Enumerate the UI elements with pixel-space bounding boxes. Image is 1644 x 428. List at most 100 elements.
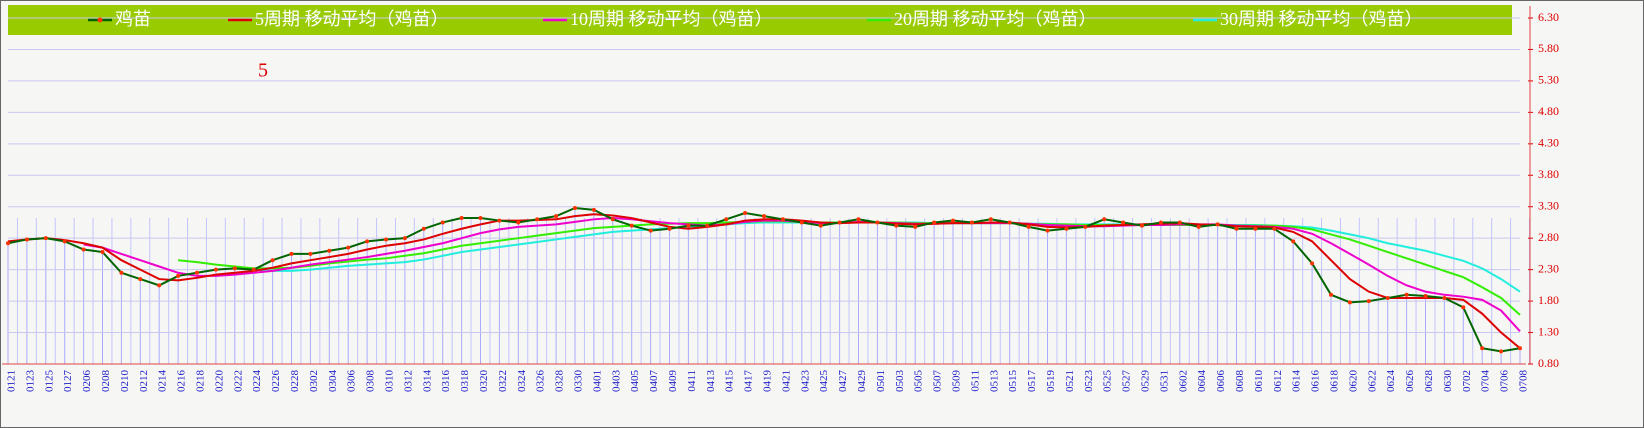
x-tick-label: 0228: [289, 370, 301, 393]
x-tick-label: 0628: [1423, 370, 1435, 393]
x-tick-label: 0618: [1329, 370, 1341, 393]
point: [346, 245, 351, 250]
x-tick-label: 0324: [516, 370, 528, 393]
x-tick-label: 0320: [478, 370, 490, 393]
x-tick-label: 0214: [157, 370, 169, 393]
x-tick-label: 0212: [138, 370, 150, 392]
point: [81, 247, 86, 252]
x-tick-label: 0513: [988, 370, 1000, 393]
x-tick-label: 0403: [610, 370, 622, 393]
y-tick-label: 1.80: [1538, 293, 1559, 307]
point: [440, 220, 445, 225]
point: [1347, 300, 1352, 305]
x-tick-label: 0519: [1045, 370, 1057, 393]
point: [1253, 226, 1258, 231]
point: [780, 217, 785, 222]
point: [100, 250, 105, 255]
x-tick-label: 0123: [24, 370, 36, 393]
x-tick-label: 0127: [62, 370, 74, 393]
x-tick-label: 0314: [421, 370, 433, 393]
x-tick-label: 0503: [894, 370, 906, 393]
point: [743, 211, 748, 216]
legend-band: [8, 5, 1512, 35]
point: [1102, 217, 1107, 222]
point: [554, 214, 559, 219]
point: [686, 223, 691, 228]
x-tick-label: 0312: [402, 370, 414, 392]
x-tick-label: 0604: [1196, 370, 1208, 393]
point: [1026, 224, 1031, 229]
point: [1158, 220, 1163, 225]
point: [799, 220, 804, 225]
x-tick-label: 0326: [535, 370, 547, 393]
y-tick-label: 4.30: [1538, 136, 1559, 150]
point: [402, 236, 407, 241]
x-tick-label: 0606: [1215, 370, 1227, 393]
y-tick-label: 6.30: [1538, 10, 1559, 24]
x-tick-label: 0704: [1480, 370, 1492, 393]
point: [195, 270, 199, 275]
point: [1366, 299, 1371, 304]
x-tick-label: 0624: [1385, 370, 1397, 393]
point: [591, 207, 596, 212]
x-tick-label: 0421: [780, 370, 792, 392]
legend-label: 30周期 移动平均（鸡苗）: [1220, 9, 1423, 29]
x-tick-label: 0423: [799, 370, 811, 393]
x-tick-label: 0206: [81, 370, 93, 393]
point: [1272, 226, 1277, 231]
x-tick-label: 0411: [686, 370, 698, 392]
x-tick-label: 0521: [1064, 370, 1076, 392]
point: [1442, 295, 1447, 300]
x-tick-label: 0308: [365, 370, 377, 393]
point: [327, 248, 332, 253]
legend-label: 10周期 移动平均（鸡苗）: [570, 9, 773, 29]
point: [610, 217, 615, 222]
y-tick-label: 4.80: [1538, 104, 1559, 118]
point: [1461, 305, 1466, 310]
x-tick-label: 0622: [1366, 370, 1378, 392]
point: [1177, 220, 1182, 225]
point: [837, 220, 842, 225]
x-tick-label: 0630: [1442, 370, 1454, 393]
x-tick-label: 0527: [1121, 370, 1133, 393]
x-tick-label: 0507: [932, 370, 944, 393]
y-tick-label: 1.30: [1538, 324, 1559, 338]
point: [421, 226, 426, 231]
point: [969, 220, 974, 225]
y-tick-label: 3.30: [1538, 198, 1559, 212]
x-tick-label: 0419: [762, 370, 774, 393]
x-tick-label: 0620: [1347, 370, 1359, 393]
x-tick-label: 0429: [856, 370, 868, 393]
point: [232, 266, 237, 271]
point: [1140, 223, 1144, 228]
point: [62, 239, 67, 244]
x-tick-label: 0529: [1140, 370, 1152, 393]
point: [6, 241, 10, 246]
x-tick-label: 0125: [43, 370, 55, 393]
x-tick-label: 0407: [648, 370, 660, 393]
annotation: 5: [258, 60, 268, 82]
point: [459, 216, 464, 221]
x-tick-label: 0330: [573, 370, 585, 393]
point: [1518, 346, 1522, 351]
point: [176, 273, 181, 278]
point: [1291, 239, 1296, 244]
point: [1329, 292, 1333, 297]
point: [648, 228, 653, 233]
point: [497, 218, 502, 223]
x-tick-label: 0218: [195, 370, 207, 393]
x-tick-label: 0318: [459, 370, 471, 393]
x-tick-label: 0216: [176, 370, 188, 393]
y-tick-label: 2.80: [1538, 230, 1559, 244]
legend-label: 20周期 移动平均（鸡苗）: [894, 9, 1097, 29]
point: [932, 220, 937, 225]
y-tick-label: 3.80: [1538, 167, 1559, 181]
x-tick-label: 0328: [554, 370, 566, 393]
y-tick-label: 5.80: [1538, 41, 1559, 55]
legend-label: 鸡苗: [115, 9, 151, 29]
point: [724, 217, 729, 222]
point: [629, 223, 634, 228]
point: [573, 205, 577, 210]
